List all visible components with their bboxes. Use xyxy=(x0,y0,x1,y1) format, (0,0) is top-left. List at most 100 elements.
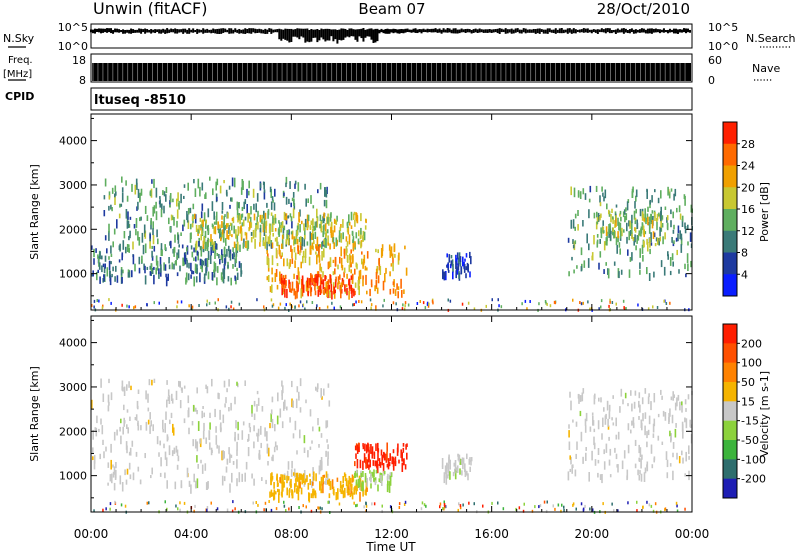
heatmap-cell xyxy=(613,230,615,239)
heatmap-cell xyxy=(278,220,280,224)
heatmap-cell xyxy=(677,225,680,234)
heatmap-cell xyxy=(291,489,293,496)
heatmap-cell xyxy=(371,471,373,477)
heatmap-cell xyxy=(194,504,196,508)
heatmap-cell xyxy=(300,473,302,479)
heatmap-cell xyxy=(259,242,261,247)
heatmap-cell xyxy=(623,450,626,459)
heatmap-cell xyxy=(157,238,159,245)
heatmap-cell xyxy=(126,244,129,252)
heatmap-cell xyxy=(224,214,226,218)
heatmap-cell xyxy=(217,229,220,234)
heatmap-cell xyxy=(605,443,608,453)
heatmap-cell xyxy=(619,222,622,232)
heatmap-cell xyxy=(323,388,325,396)
heatmap-cell xyxy=(639,404,641,413)
heatmap-cell xyxy=(358,230,360,237)
heatmap-cell xyxy=(136,206,138,211)
heatmap-cell xyxy=(316,217,319,228)
heatmap-cell xyxy=(245,240,247,249)
heatmap-cell xyxy=(681,405,683,413)
heatmap-cell xyxy=(337,276,340,284)
heatmap-cell xyxy=(656,237,659,245)
heatmap-cell xyxy=(225,397,227,404)
heatmap-cell xyxy=(355,453,357,459)
heatmap-cell xyxy=(219,185,222,194)
heatmap-cell xyxy=(596,241,599,248)
heatmap-cell xyxy=(207,271,210,280)
heatmap-cell xyxy=(293,288,296,295)
heatmap-cell xyxy=(342,483,344,488)
heatmap-cell xyxy=(294,180,297,185)
heatmap-cell xyxy=(304,248,307,258)
heatmap-cell xyxy=(456,468,458,472)
heatmap-cell xyxy=(336,239,338,246)
heatmap-cell xyxy=(109,507,111,511)
heatmap-cell xyxy=(210,234,212,242)
heatmap-cell xyxy=(660,225,663,232)
heatmap-cell xyxy=(684,263,686,270)
heatmap-cell xyxy=(355,300,357,304)
heatmap-cell xyxy=(209,442,211,450)
heatmap-cell xyxy=(326,439,328,443)
heatmap-cell xyxy=(108,298,110,302)
heatmap-cell xyxy=(389,271,391,277)
heatmap-cell xyxy=(214,241,216,246)
heatmap-cell xyxy=(312,233,314,240)
heatmap-cell xyxy=(165,187,168,194)
heatmap-cell xyxy=(403,458,405,466)
heatmap-cell xyxy=(107,482,109,486)
heatmap-cell xyxy=(215,243,217,250)
heatmap-cell xyxy=(175,390,178,400)
heatmap-cell xyxy=(461,470,463,476)
heatmap-cell xyxy=(439,505,441,509)
heatmap-cell xyxy=(150,218,152,225)
heatmap-cell xyxy=(221,254,224,264)
heatmap-cell xyxy=(364,473,367,483)
heatmap-cell xyxy=(389,250,392,258)
heatmap-cell xyxy=(263,191,266,200)
heatmap-cell xyxy=(423,503,426,507)
heatmap-cell xyxy=(276,445,278,451)
heatmap-cell xyxy=(290,231,293,235)
heatmap-cell xyxy=(596,221,598,225)
heatmap-cell xyxy=(349,493,352,498)
heatmap-cell xyxy=(301,275,304,285)
heatmap-cell xyxy=(276,236,278,246)
heatmap-cell xyxy=(250,206,252,215)
heatmap-cell xyxy=(322,279,325,286)
heatmap-cell xyxy=(400,278,402,289)
heatmap-cell xyxy=(114,276,116,282)
heatmap-cell xyxy=(638,444,640,454)
heatmap-cell xyxy=(353,501,355,505)
heatmap-cell xyxy=(270,189,272,198)
y-tick-label: 1000 xyxy=(59,268,87,281)
heatmap-cell xyxy=(295,472,298,480)
heatmap-cell xyxy=(248,190,250,196)
heatmap-cell xyxy=(176,464,179,470)
heatmap-cell xyxy=(134,417,137,421)
heatmap-cell xyxy=(253,425,255,432)
heatmap-cell xyxy=(402,447,405,453)
heatmap-cell xyxy=(621,227,623,237)
heatmap-cell xyxy=(351,289,353,298)
heatmap-cell xyxy=(392,257,394,264)
heatmap-cell xyxy=(615,236,618,246)
heatmap-cell xyxy=(667,186,669,196)
heatmap-cell xyxy=(234,437,236,441)
power-colorbar-label: Power [dB] xyxy=(758,182,771,242)
heatmap-cell xyxy=(291,231,294,240)
heatmap-cell xyxy=(302,303,305,307)
heatmap-cell xyxy=(226,508,229,512)
velocity-heatmap-cells xyxy=(91,378,693,514)
heatmap-cell xyxy=(286,258,289,267)
heatmap-cell xyxy=(195,407,197,412)
heatmap-cell xyxy=(299,378,302,387)
heatmap-cell xyxy=(442,269,444,280)
heatmap-cell xyxy=(570,456,572,465)
heatmap-cell xyxy=(303,470,306,479)
heatmap-cell xyxy=(218,254,220,259)
heatmap-cell xyxy=(312,491,314,496)
heatmap-cell xyxy=(359,459,362,469)
